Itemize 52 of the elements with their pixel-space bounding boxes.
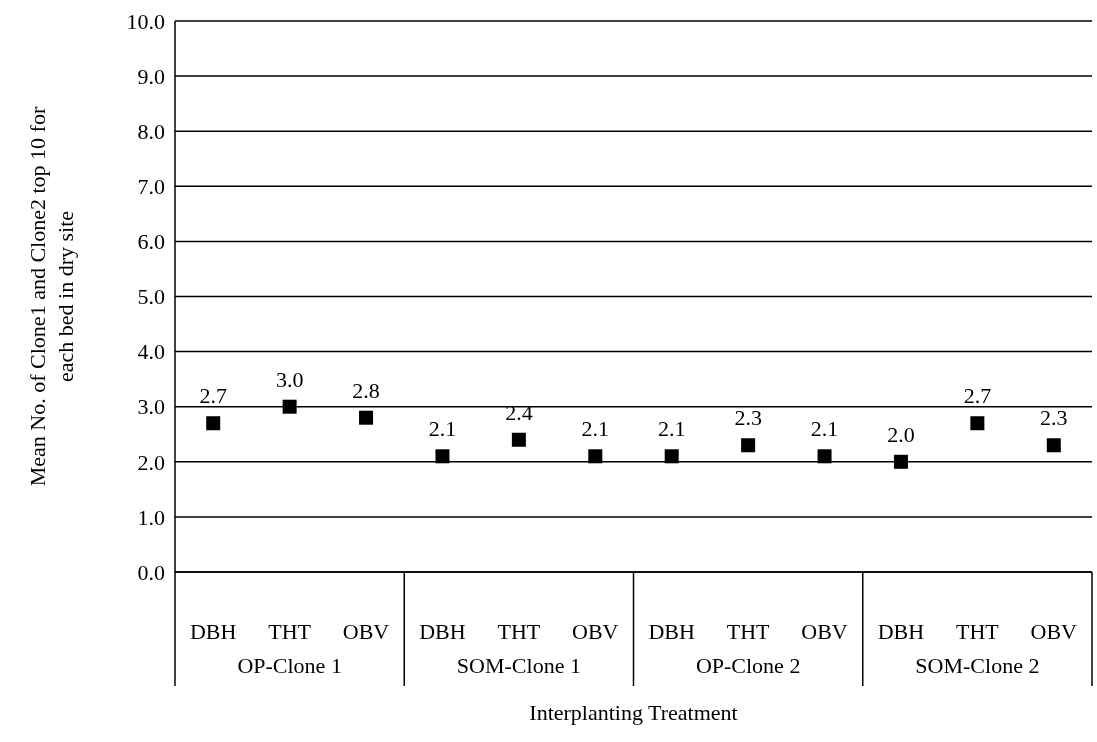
data-label: 2.1 bbox=[428, 416, 457, 442]
x-tick-label: DBH bbox=[419, 618, 466, 644]
x-axis-title: Interplanting Treatment bbox=[529, 699, 738, 725]
point bbox=[282, 399, 297, 414]
x-tick-label: THT bbox=[955, 618, 1000, 644]
data-label: 2.0 bbox=[887, 421, 915, 447]
y-tick-label: 10.0 bbox=[126, 8, 165, 34]
data-label: 2.7 bbox=[963, 383, 992, 409]
point bbox=[206, 416, 221, 431]
data-label: 2.1 bbox=[810, 416, 839, 442]
point bbox=[741, 438, 756, 453]
data-label: 2.8 bbox=[352, 377, 380, 403]
x-tick-label: OBV bbox=[572, 618, 619, 644]
y-tick-label: 8.0 bbox=[137, 118, 165, 144]
y-tick-label: 1.0 bbox=[137, 504, 165, 530]
x-tick-label: OBV bbox=[342, 618, 390, 644]
y-tick-label: 6.0 bbox=[137, 229, 165, 255]
x-tick-label: OBV bbox=[801, 618, 848, 644]
text: OP-Clone 2 bbox=[695, 652, 801, 678]
text: SOM-Clone 2 bbox=[915, 652, 1040, 678]
data-label: 2.1 bbox=[657, 416, 686, 442]
point bbox=[1046, 438, 1061, 453]
point bbox=[817, 449, 832, 464]
x-tick-label: DBH bbox=[648, 618, 696, 644]
data-label: 2.7 bbox=[199, 383, 227, 409]
y-axis-title: Mean No. of Clone1 and Clone2 top 10 for each bed in dry site bbox=[25, 106, 78, 487]
y-tick-label: 4.0 bbox=[137, 339, 165, 365]
y-tick-label: 5.0 bbox=[137, 284, 165, 310]
x-tick-label: THT bbox=[726, 618, 771, 644]
x-tick-label: DBH bbox=[189, 618, 237, 644]
x-tick-label: THT bbox=[268, 618, 312, 644]
point bbox=[359, 410, 374, 425]
point bbox=[893, 454, 908, 469]
point bbox=[970, 416, 985, 431]
data-label: 2.3 bbox=[1040, 405, 1068, 431]
y-tick-label: 7.0 bbox=[137, 174, 165, 199]
y-tick-label: 3.0 bbox=[137, 394, 165, 420]
data-label: 3.0 bbox=[275, 366, 304, 392]
x-tick-label: OBV bbox=[1030, 618, 1078, 644]
y-tick-label: 2.0 bbox=[137, 449, 165, 475]
point bbox=[435, 449, 450, 464]
x-tick-label: DBH bbox=[877, 618, 925, 644]
y-tick-label: 9.0 bbox=[137, 63, 165, 89]
data-label: 2.1 bbox=[581, 416, 610, 442]
x-tick-label: THT bbox=[497, 618, 541, 644]
data-label: 2.3 bbox=[734, 405, 762, 431]
text: SOM-Clone 1 bbox=[456, 652, 581, 678]
point bbox=[511, 432, 526, 447]
text: OP-Clone 1 bbox=[237, 652, 342, 678]
y-tick-label: 0.0 bbox=[137, 559, 165, 585]
point bbox=[588, 449, 603, 464]
point bbox=[664, 449, 679, 464]
